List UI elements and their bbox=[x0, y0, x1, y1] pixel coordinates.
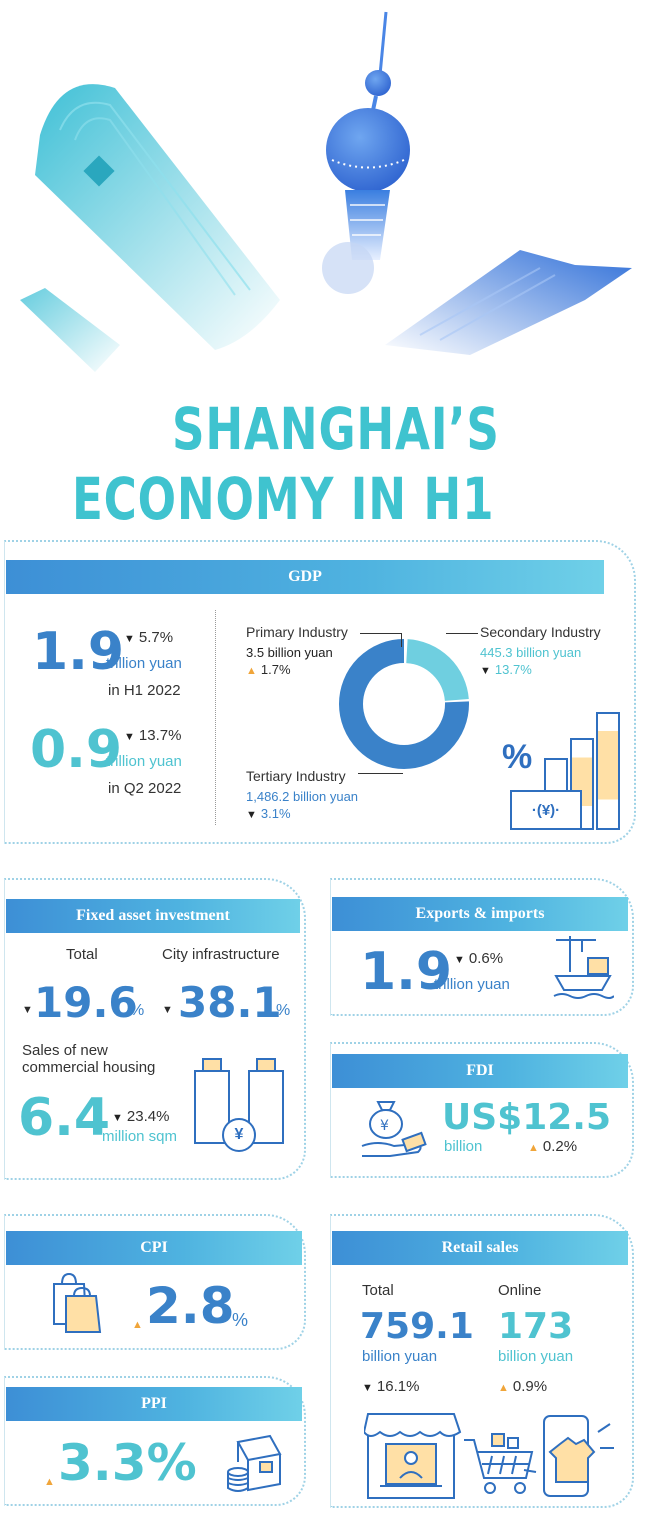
primary-leader-line bbox=[360, 633, 402, 634]
gdp-card bbox=[4, 540, 636, 844]
retail-total-unit: billion yuan bbox=[362, 1348, 438, 1365]
page-title-line-1: SHANGHAI’S bbox=[172, 395, 500, 463]
skyline-illustration bbox=[20, 11, 632, 372]
tertiary-industry-label: Tertiary Industry bbox=[246, 768, 346, 784]
ppi-card bbox=[4, 1376, 306, 1506]
gdp-q2-value: 0.9 bbox=[30, 720, 123, 780]
yuan-coin-icon: ¥ bbox=[222, 1118, 256, 1152]
gdp-q2-period: in Q2 2022 bbox=[108, 780, 182, 797]
ppi-value: 3.3% bbox=[58, 1434, 197, 1492]
cpi-card bbox=[4, 1214, 306, 1350]
trade-header: Exports & imports bbox=[332, 897, 628, 931]
money-bag-hand-icon: ¥ bbox=[361, 1101, 427, 1157]
trade-unit: trillion yuan bbox=[434, 976, 510, 993]
secondary-leader-line bbox=[446, 633, 478, 634]
fai-total-label: Total bbox=[66, 946, 98, 963]
fai-total-value: 19.6 bbox=[34, 978, 138, 1027]
percent-icon: % bbox=[502, 738, 533, 776]
gdp-q2-unit: trillion yuan bbox=[106, 753, 182, 770]
primary-leader-drop bbox=[401, 633, 402, 647]
fai-infra-unit: % bbox=[276, 1002, 291, 1019]
retail-total-change: 16.1% bbox=[362, 1378, 420, 1395]
gdp-h1-period: in H1 2022 bbox=[108, 682, 181, 699]
fai-housing-label-2: commercial housing bbox=[22, 1059, 156, 1076]
gdp-q2-change: 13.7% bbox=[124, 727, 182, 744]
secondary-industry-value: 445.3 billion yuan bbox=[480, 645, 582, 660]
tertiary-industry-value: 1,486.2 billion yuan bbox=[246, 789, 359, 804]
building-roof-2 bbox=[256, 1058, 276, 1072]
yuan-symbol-icon: ·(¥)· bbox=[531, 801, 561, 819]
fai-housing-unit: million sqm bbox=[102, 1128, 178, 1145]
primary-industry-value: 3.5 billion yuan bbox=[246, 645, 333, 660]
fdi-card bbox=[330, 1042, 634, 1178]
fai-housing-label-1: Sales of new bbox=[22, 1042, 108, 1059]
yuan-banknote-icon: ·(¥)· bbox=[510, 790, 582, 830]
fdi-header: FDI bbox=[332, 1054, 628, 1088]
buildings-icon: ¥ bbox=[190, 1058, 290, 1158]
cargo-ship-icon bbox=[553, 936, 614, 999]
primary-industry-change: 1.7% bbox=[246, 662, 291, 677]
ppi-header: PPI bbox=[6, 1387, 302, 1421]
fai-infra-value: 38.1 bbox=[178, 978, 282, 1027]
retail-online-value: 173 bbox=[498, 1306, 574, 1347]
retail-online-label: Online bbox=[498, 1282, 542, 1299]
tertiary-industry-change: 3.1% bbox=[246, 806, 291, 821]
fai-total-unit: % bbox=[130, 1002, 145, 1019]
fai-infra-label: City infrastructure bbox=[162, 946, 280, 963]
cpi-value: 2.8 bbox=[146, 1277, 235, 1335]
primary-industry-label: Primary Industry bbox=[246, 624, 348, 640]
bar-icon-3 bbox=[596, 712, 620, 830]
building-roof-1 bbox=[202, 1058, 222, 1072]
fdi-unit: billion bbox=[444, 1138, 483, 1155]
cpi-arrow bbox=[132, 1315, 147, 1333]
retail-total-label: Total bbox=[362, 1282, 394, 1299]
cpi-unit: % bbox=[232, 1310, 249, 1330]
fai-housing-change: 23.4% bbox=[112, 1108, 170, 1125]
ppi-arrow bbox=[44, 1472, 59, 1490]
gdp-divider bbox=[215, 610, 216, 825]
percent-chart-icon: % ·(¥)· bbox=[498, 708, 623, 830]
tertiary-leader-line bbox=[358, 773, 403, 774]
gdp-h1-unit: trillion yuan bbox=[106, 655, 182, 672]
fdi-change: 0.2% bbox=[528, 1138, 577, 1155]
retail-online-unit: billion yuan bbox=[498, 1348, 574, 1365]
fdi-value: US$12.5 bbox=[442, 1097, 612, 1138]
page-title-line-2: ECONOMY IN H1 bbox=[72, 465, 495, 533]
retail-total-value: 759.1 bbox=[360, 1306, 474, 1347]
trade-change: 0.6% bbox=[454, 950, 503, 967]
trade-card bbox=[330, 878, 634, 1016]
gdp-h1-change: 5.7% bbox=[124, 629, 173, 646]
fai-header: Fixed asset investment bbox=[6, 899, 300, 933]
store-cart-phone-icon bbox=[364, 1413, 614, 1499]
retail-card bbox=[330, 1214, 634, 1508]
shopping-bag-icon bbox=[53, 1272, 102, 1333]
retail-online-change: 0.9% bbox=[498, 1378, 547, 1395]
secondary-industry-label: Secondary Industry bbox=[480, 624, 601, 640]
retail-header: Retail sales bbox=[332, 1231, 628, 1265]
fai-total-arrow: ▼ bbox=[22, 1004, 33, 1016]
cpi-header: CPI bbox=[6, 1231, 302, 1265]
gdp-donut-chart bbox=[339, 639, 469, 769]
boxes-coins-icon bbox=[227, 1434, 282, 1492]
svg-text:¥: ¥ bbox=[380, 1118, 389, 1134]
fai-infra-arrow: ▼ bbox=[162, 1004, 173, 1016]
gdp-header: GDP bbox=[6, 560, 604, 594]
fai-card bbox=[4, 878, 306, 1180]
gdp-h1-value: 1.9 bbox=[32, 622, 125, 682]
trade-value: 1.9 bbox=[360, 942, 453, 1002]
fai-housing-value: 6.4 bbox=[18, 1088, 111, 1148]
secondary-industry-change: 13.7% bbox=[480, 662, 532, 677]
